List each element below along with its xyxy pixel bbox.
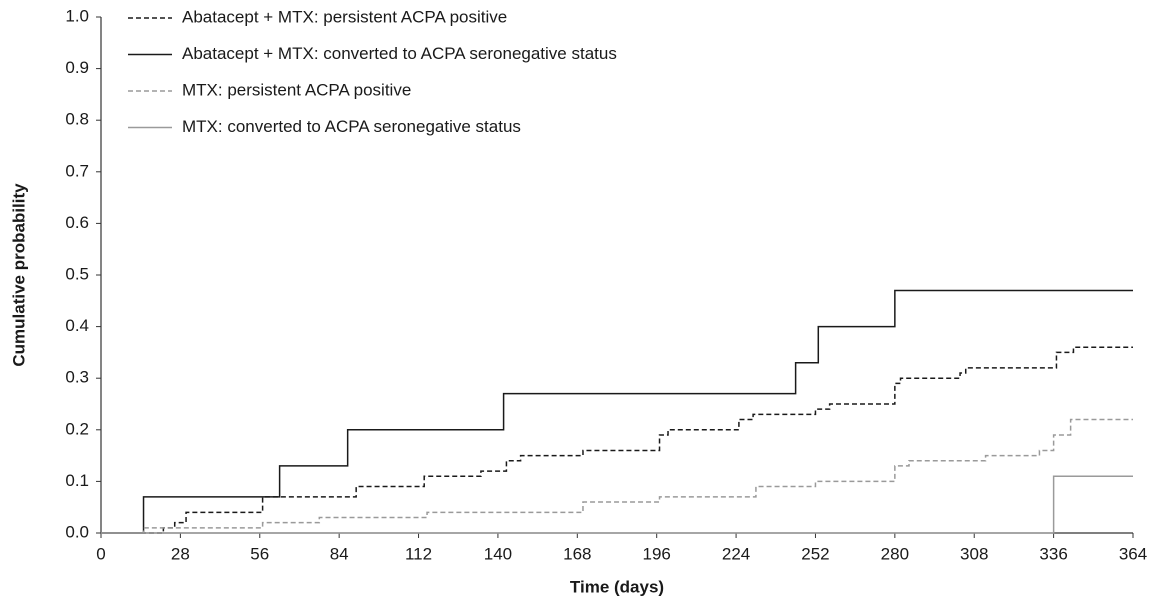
y-tick-label: 0.0 — [65, 522, 89, 541]
legend-label: MTX: converted to ACPA seronegative stat… — [182, 117, 521, 136]
x-tick-label: 28 — [171, 544, 190, 563]
legend-label: Abatacept + MTX: persistent ACPA positiv… — [182, 7, 507, 26]
x-tick-label: 140 — [484, 544, 512, 563]
x-tick-label: 252 — [801, 544, 829, 563]
y-tick-label: 0.5 — [65, 264, 89, 283]
legend-label: MTX: persistent ACPA positive — [182, 80, 411, 99]
x-axis-title: Time (days) — [570, 577, 664, 596]
y-tick-label: 0.1 — [65, 471, 89, 490]
y-tick-label: 0.8 — [65, 110, 89, 129]
x-tick-label: 364 — [1119, 544, 1147, 563]
x-tick-label: 196 — [643, 544, 671, 563]
x-tick-label: 84 — [330, 544, 349, 563]
x-tick-label: 336 — [1039, 544, 1067, 563]
y-tick-label: 0.7 — [65, 161, 89, 180]
y-tick-label: 0.6 — [65, 213, 89, 232]
x-tick-label: 224 — [722, 544, 750, 563]
step-line — [101, 418, 1133, 534]
step-line — [101, 346, 1133, 534]
y-tick-label: 0.4 — [65, 316, 89, 335]
y-tick-label: 1.0 — [65, 6, 89, 25]
x-tick-label: 0 — [96, 544, 105, 563]
x-tick-label: 168 — [563, 544, 591, 563]
step-line — [101, 475, 1133, 534]
y-axis-title: Cumulative probability — [9, 183, 28, 367]
step-line — [101, 289, 1133, 534]
x-tick-label: 280 — [881, 544, 909, 563]
y-tick-label: 0.9 — [65, 58, 89, 77]
y-tick-label: 0.3 — [65, 368, 89, 387]
x-tick-label: 112 — [405, 544, 432, 563]
x-tick-label: 56 — [250, 544, 269, 563]
y-tick-label: 0.2 — [65, 419, 89, 438]
x-tick-label: 308 — [960, 544, 988, 563]
legend-label: Abatacept + MTX: converted to ACPA seron… — [182, 44, 617, 63]
